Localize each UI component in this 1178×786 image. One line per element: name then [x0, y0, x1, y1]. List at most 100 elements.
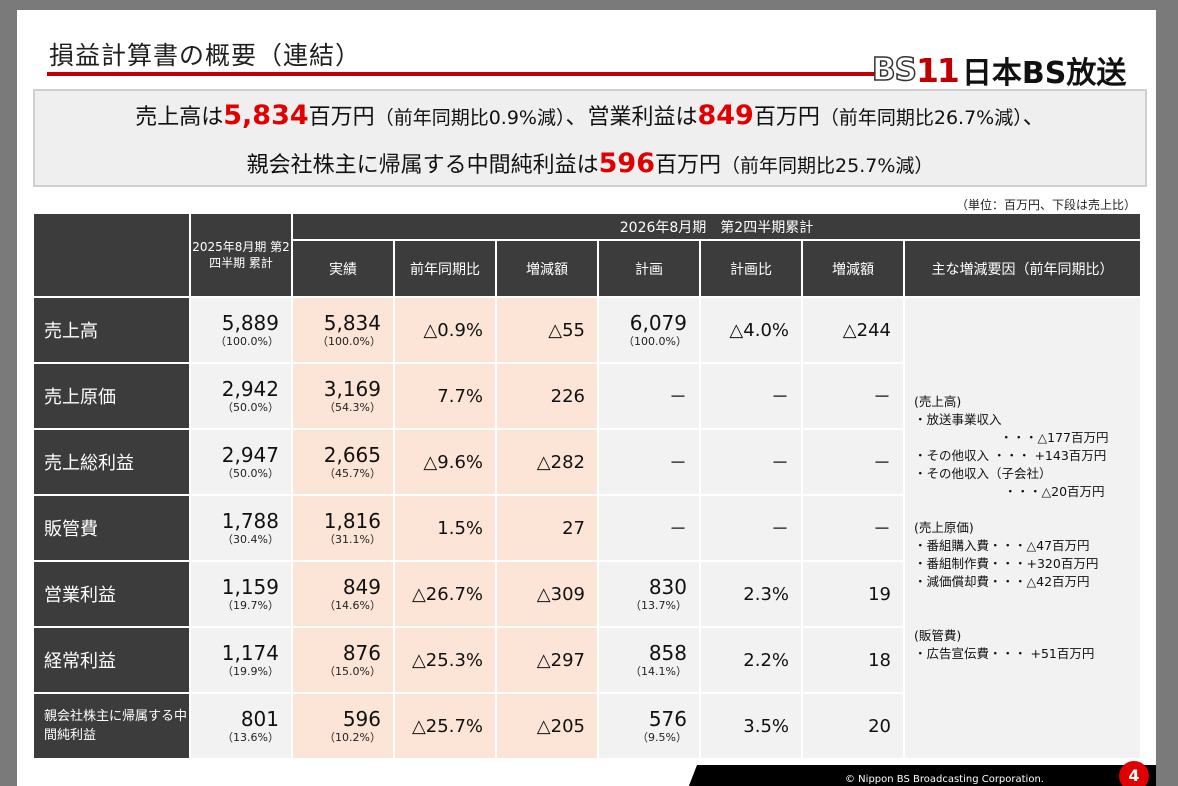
diff-cell-value: △297 — [536, 649, 585, 671]
plan-diff-cell: － — [803, 364, 903, 428]
plan-cell-ratio: （9.5%） — [637, 731, 687, 744]
spacer — [914, 609, 1140, 627]
plan-cell: 576 （9.5%） — [599, 694, 699, 758]
plan-cell-ratio: （100.0%） — [623, 335, 687, 348]
yoy-cell: △25.7% — [395, 694, 495, 758]
actual-cell-ratio: （45.7%） — [324, 467, 381, 480]
plan-diff-cell-value: △244 — [842, 319, 891, 341]
actual-cell-ratio: （14.6%） — [324, 599, 381, 612]
plan-ratio-cell: － — [701, 496, 801, 560]
col-header-plan-diff: 増減額 — [803, 241, 903, 296]
diff-cell-value: △282 — [536, 451, 585, 473]
diff-cell: 226 — [497, 364, 597, 428]
actual-cell-value: 849 — [342, 575, 381, 599]
header-prev-period: 2025年8月期 第2四半期 累計 — [191, 214, 291, 296]
summary-highlight-value: 596 — [598, 148, 655, 179]
col-header-plan: 計画 — [599, 241, 699, 296]
diff-cell-value: 27 — [562, 517, 585, 539]
yoy-cell-value: △0.9% — [423, 319, 483, 341]
yoy-cell-value: △25.3% — [411, 649, 483, 671]
yoy-cell-value: △26.7% — [411, 583, 483, 605]
summary-line-1: 売上高は5,834百万円（前年同期比0.9%減）、営業利益は849百万円（前年同… — [35, 99, 1145, 131]
plan-cell-value: 858 — [648, 641, 687, 665]
col-header-plan-ratio: 計画比 — [701, 241, 801, 296]
prev-actual-cell-value: 801 — [240, 707, 279, 731]
plan-diff-cell: － — [803, 430, 903, 494]
plan-cell-value: 576 — [648, 707, 687, 731]
yoy-cell: △9.6% — [395, 430, 495, 494]
actual-cell: 1,816 （31.1%） — [293, 496, 393, 560]
yoy-cell: 7.7% — [395, 364, 495, 428]
prev-actual-cell-ratio: （30.4%） — [222, 533, 279, 546]
actual-cell: 5,834 （100.0%） — [293, 298, 393, 362]
header-current-period: 2026年8月期 第2四半期累計 — [293, 214, 1140, 239]
diff-cell-value: 226 — [550, 385, 585, 407]
plan-ratio-cell: 2.3% — [701, 562, 801, 626]
summary-text: 、 — [1022, 105, 1045, 130]
prev-actual-cell: 2,942 （50.0%） — [191, 364, 291, 428]
summary-text: 百万円 — [308, 105, 375, 130]
diff-cell: △282 — [497, 430, 597, 494]
col-header-actual: 実績 — [293, 241, 393, 296]
table-row: 親会社株主に帰属する中間純利益 801 （13.6%） 596 （10.2%） △25.7… — [34, 694, 1140, 758]
unit-note: （単位：百万円、下段は売上比） — [955, 198, 1136, 212]
row-label: 経常利益 — [34, 628, 189, 692]
plan-diff-cell-value: 18 — [868, 649, 891, 671]
prev-actual-cell-ratio: （19.9%） — [222, 665, 279, 678]
factor-line: ・広告宣伝費・・・ +51百万円 — [914, 646, 1095, 661]
diff-cell: △297 — [497, 628, 597, 692]
prev-period-label: 2025年8月期 第2四半期 累計 — [192, 240, 290, 270]
plan-cell: 6,079 （100.0%） — [599, 298, 699, 362]
plan-cell: － — [599, 430, 699, 494]
summary-text: （前年同期比26.7%減） — [819, 107, 1023, 129]
actual-cell-value: 596 — [342, 707, 381, 731]
row-label: 親会社株主に帰属する中間純利益 — [34, 694, 189, 758]
prev-actual-cell: 2,947 （50.0%） — [191, 430, 291, 494]
factor-line: ・減価償却費・・・△42百万円 — [914, 574, 1090, 589]
prev-actual-cell-ratio: （100.0%） — [215, 335, 279, 348]
summary-text: 親会社株主に帰属する中間純利益は — [246, 153, 599, 178]
plan-ratio-cell: 3.5% — [701, 694, 801, 758]
plan-cell-value: 6,079 — [629, 311, 687, 335]
plan-cell-value: － — [669, 387, 687, 408]
footer-slant — [685, 765, 697, 786]
table-row: 売上総利益 2,947 （50.0%） 2,665 （45.7%） △9.6% △282 －－… — [34, 430, 1140, 494]
yoy-cell: △26.7% — [395, 562, 495, 626]
summary-text: 売上高は — [135, 105, 224, 130]
plan-diff-cell-value: 20 — [868, 715, 891, 737]
actual-cell-ratio: （10.2%） — [324, 731, 381, 744]
yoy-cell-value: △9.6% — [423, 451, 483, 473]
plan-cell: 830 （13.7%） — [599, 562, 699, 626]
factor-line: (売上高) — [914, 394, 962, 409]
logo-bs: BS — [871, 51, 917, 89]
actual-cell-value: 5,834 — [323, 311, 381, 335]
col-header-yoy: 前年同期比 — [395, 241, 495, 296]
row-label: 売上原価 — [34, 364, 189, 428]
plan-ratio-cell: 2.2% — [701, 628, 801, 692]
summary-box: 売上高は5,834百万円（前年同期比0.9%減）、営業利益は849百万円（前年同… — [33, 89, 1147, 187]
plan-diff-cell-value: － — [873, 519, 891, 540]
table-row: 販管費 1,788 （30.4%） 1,816 （31.1%） 1.5% 27 －－－ — [34, 496, 1140, 560]
yoy-cell: △25.3% — [395, 628, 495, 692]
logo-eleven: 11 — [915, 50, 960, 90]
yoy-cell: 1.5% — [395, 496, 495, 560]
prev-actual-cell-ratio: （19.7%） — [222, 599, 279, 612]
plan-ratio-cell-value: － — [771, 387, 789, 408]
yoy-cell: △0.9% — [395, 298, 495, 362]
plan-ratio-cell-value: － — [771, 453, 789, 474]
actual-cell: 3,169 （54.3%） — [293, 364, 393, 428]
plan-cell: － — [599, 364, 699, 428]
prev-actual-cell-value: 1,788 — [221, 509, 279, 533]
factor-line: ・放送事業収入 — [914, 412, 1002, 427]
plan-diff-cell: 19 — [803, 562, 903, 626]
plan-diff-cell: △244 — [803, 298, 903, 362]
header-corner — [34, 214, 189, 296]
plan-ratio-cell: － — [701, 364, 801, 428]
col-header-diff: 増減額 — [497, 241, 597, 296]
spacer — [914, 591, 1140, 609]
yoy-cell-value: △25.7% — [411, 715, 483, 737]
page-number: 4 — [1119, 761, 1149, 786]
plan-ratio-cell-value: 2.3% — [743, 583, 789, 605]
actual-cell-value: 1,816 — [323, 509, 381, 533]
diff-cell: △309 — [497, 562, 597, 626]
